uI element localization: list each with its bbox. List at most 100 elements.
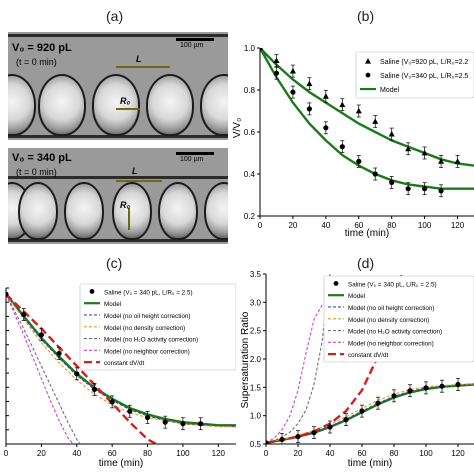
series-line (6, 293, 236, 427)
data-point-circle (38, 332, 44, 338)
legend-box (355, 51, 474, 99)
series-line (6, 293, 236, 428)
panel-label-c: (c) (106, 255, 123, 271)
series-line (6, 293, 81, 444)
data-point-circle (455, 381, 461, 388)
data-point-circle (144, 414, 151, 421)
x-tick-label: 120 (451, 449, 465, 458)
data-point-circle (180, 421, 186, 427)
x-tick-label: 100 (176, 449, 190, 458)
x-tick-label: 20 (37, 449, 46, 458)
data-point-circle (260, 48, 263, 51)
panel-label-b: (b) (357, 8, 375, 24)
data-point-circle (327, 424, 333, 430)
droplet (8, 74, 36, 136)
droplet (38, 74, 86, 136)
data-point-circle (273, 70, 280, 76)
length-label-bottom: L (132, 166, 138, 176)
legend-label: Saline (V₀=920 pL, L/R₀=2.2 (380, 59, 468, 66)
time-label-bottom: (t = 0 min) (16, 167, 57, 177)
legend-label: constant dV/dt (348, 352, 389, 359)
y-axis-label: V/V₀ (232, 118, 243, 138)
data-point-circle (74, 371, 80, 377)
legend-label: Model (no density correction) (348, 317, 429, 324)
x-tick-label: 80 (143, 449, 152, 458)
radius-marker-top (116, 108, 140, 110)
data-point-circle (375, 400, 381, 406)
y-tick-label: 2.0 (250, 355, 262, 364)
series-line (266, 383, 474, 444)
data-point-triangle (454, 158, 461, 164)
legend-label: Model (no oil height correction) (104, 313, 190, 320)
y-tick-label: 1.5 (250, 383, 262, 392)
y-tick-label: 0.6 (244, 128, 256, 137)
legend-swatch (333, 281, 339, 286)
data-point-circle (389, 179, 395, 185)
data-point-triangle (372, 118, 379, 124)
x-axis-label: time (min) (345, 228, 389, 239)
legend-swatch (89, 289, 95, 294)
x-tick-label: 60 (354, 221, 363, 230)
x-tick-label: 60 (358, 449, 367, 458)
legend-box (79, 283, 236, 371)
chart-volume-ratio: 0 20 40 60 80 100 120 0.2 0.4 0.6 0.8 1.0 time (min)… (232, 44, 474, 239)
data-point-circle (356, 158, 362, 164)
data-point-triangle (289, 67, 296, 74)
legend-swatch (365, 58, 371, 64)
legend-swatch (365, 72, 371, 78)
droplet (112, 182, 152, 240)
data-point-circle (423, 385, 429, 391)
plot-area (266, 274, 474, 444)
scale-label-bottom: 100 µm (180, 156, 204, 163)
y-tick-label: 1.0 (244, 44, 256, 53)
droplet (18, 182, 58, 240)
radius-marker-bottom (128, 208, 130, 230)
x-tick-label: 100 (419, 449, 433, 458)
y-tick-label: 2.5 (250, 327, 262, 336)
scale-label-top: 100 µm (180, 42, 204, 49)
data-point-circle (422, 186, 428, 192)
droplet (158, 182, 198, 240)
length-marker-top (116, 66, 170, 68)
data-point-circle (162, 419, 168, 425)
plot-area (260, 48, 474, 198)
legend-label: Model (no density correction) (104, 325, 185, 332)
radius-label-top: R₀ (120, 96, 131, 106)
series-line (266, 274, 404, 444)
x-tick-label: 40 (326, 449, 335, 458)
y-tick-label: 0.2 (244, 212, 256, 221)
plot-area (6, 291, 236, 444)
chart-supersaturation: 0 20 40 60 80 100 120 0.5 1.0 1.5 2.0 2.5 3.0 3.5 time… (240, 270, 474, 469)
volume-label-bottom: V₀ = 340 pL (12, 152, 72, 164)
chart-volume-ratio-models: 0 20 40 60 80 100 120 time (min) Saline (V₀ = 34… (4, 283, 236, 469)
x-tick-label: 80 (387, 221, 396, 230)
x-tick-label: 20 (288, 221, 297, 230)
legend-label: constant dV/dt (104, 360, 145, 367)
time-label-top: (t = 0 min) (16, 57, 57, 67)
data-point-circle (279, 436, 285, 443)
x-tick-label: 0 (264, 449, 269, 458)
legend-label: Model (no oil height correction) (348, 305, 434, 312)
scale-bar-bottom (176, 152, 214, 155)
length-marker-bottom (116, 180, 162, 182)
data-point-circle (198, 421, 204, 427)
x-tick-label: 120 (451, 221, 465, 230)
x-axis-label: time (min) (348, 458, 392, 469)
data-point-circle (266, 440, 269, 444)
legend-label: Model (no H₂O activity correction) (348, 329, 442, 336)
data-point-circle (290, 89, 296, 95)
data-point-triangle (405, 145, 412, 152)
y-tick-label: 3.5 (250, 270, 262, 279)
y-tick-label: 0.5 (250, 440, 262, 449)
legend-label: Model (380, 87, 400, 94)
data-point-circle (56, 350, 62, 357)
scale-bar-top (176, 38, 214, 41)
length-label-top: L (136, 54, 142, 64)
droplet (204, 182, 228, 240)
data-point-triangle (421, 149, 428, 156)
data-point-triangle (306, 80, 313, 87)
data-point-circle (407, 388, 413, 394)
series-line (260, 48, 474, 190)
panel-label-d: (d) (357, 255, 375, 271)
radius-label-bottom: R₀ (120, 200, 131, 210)
